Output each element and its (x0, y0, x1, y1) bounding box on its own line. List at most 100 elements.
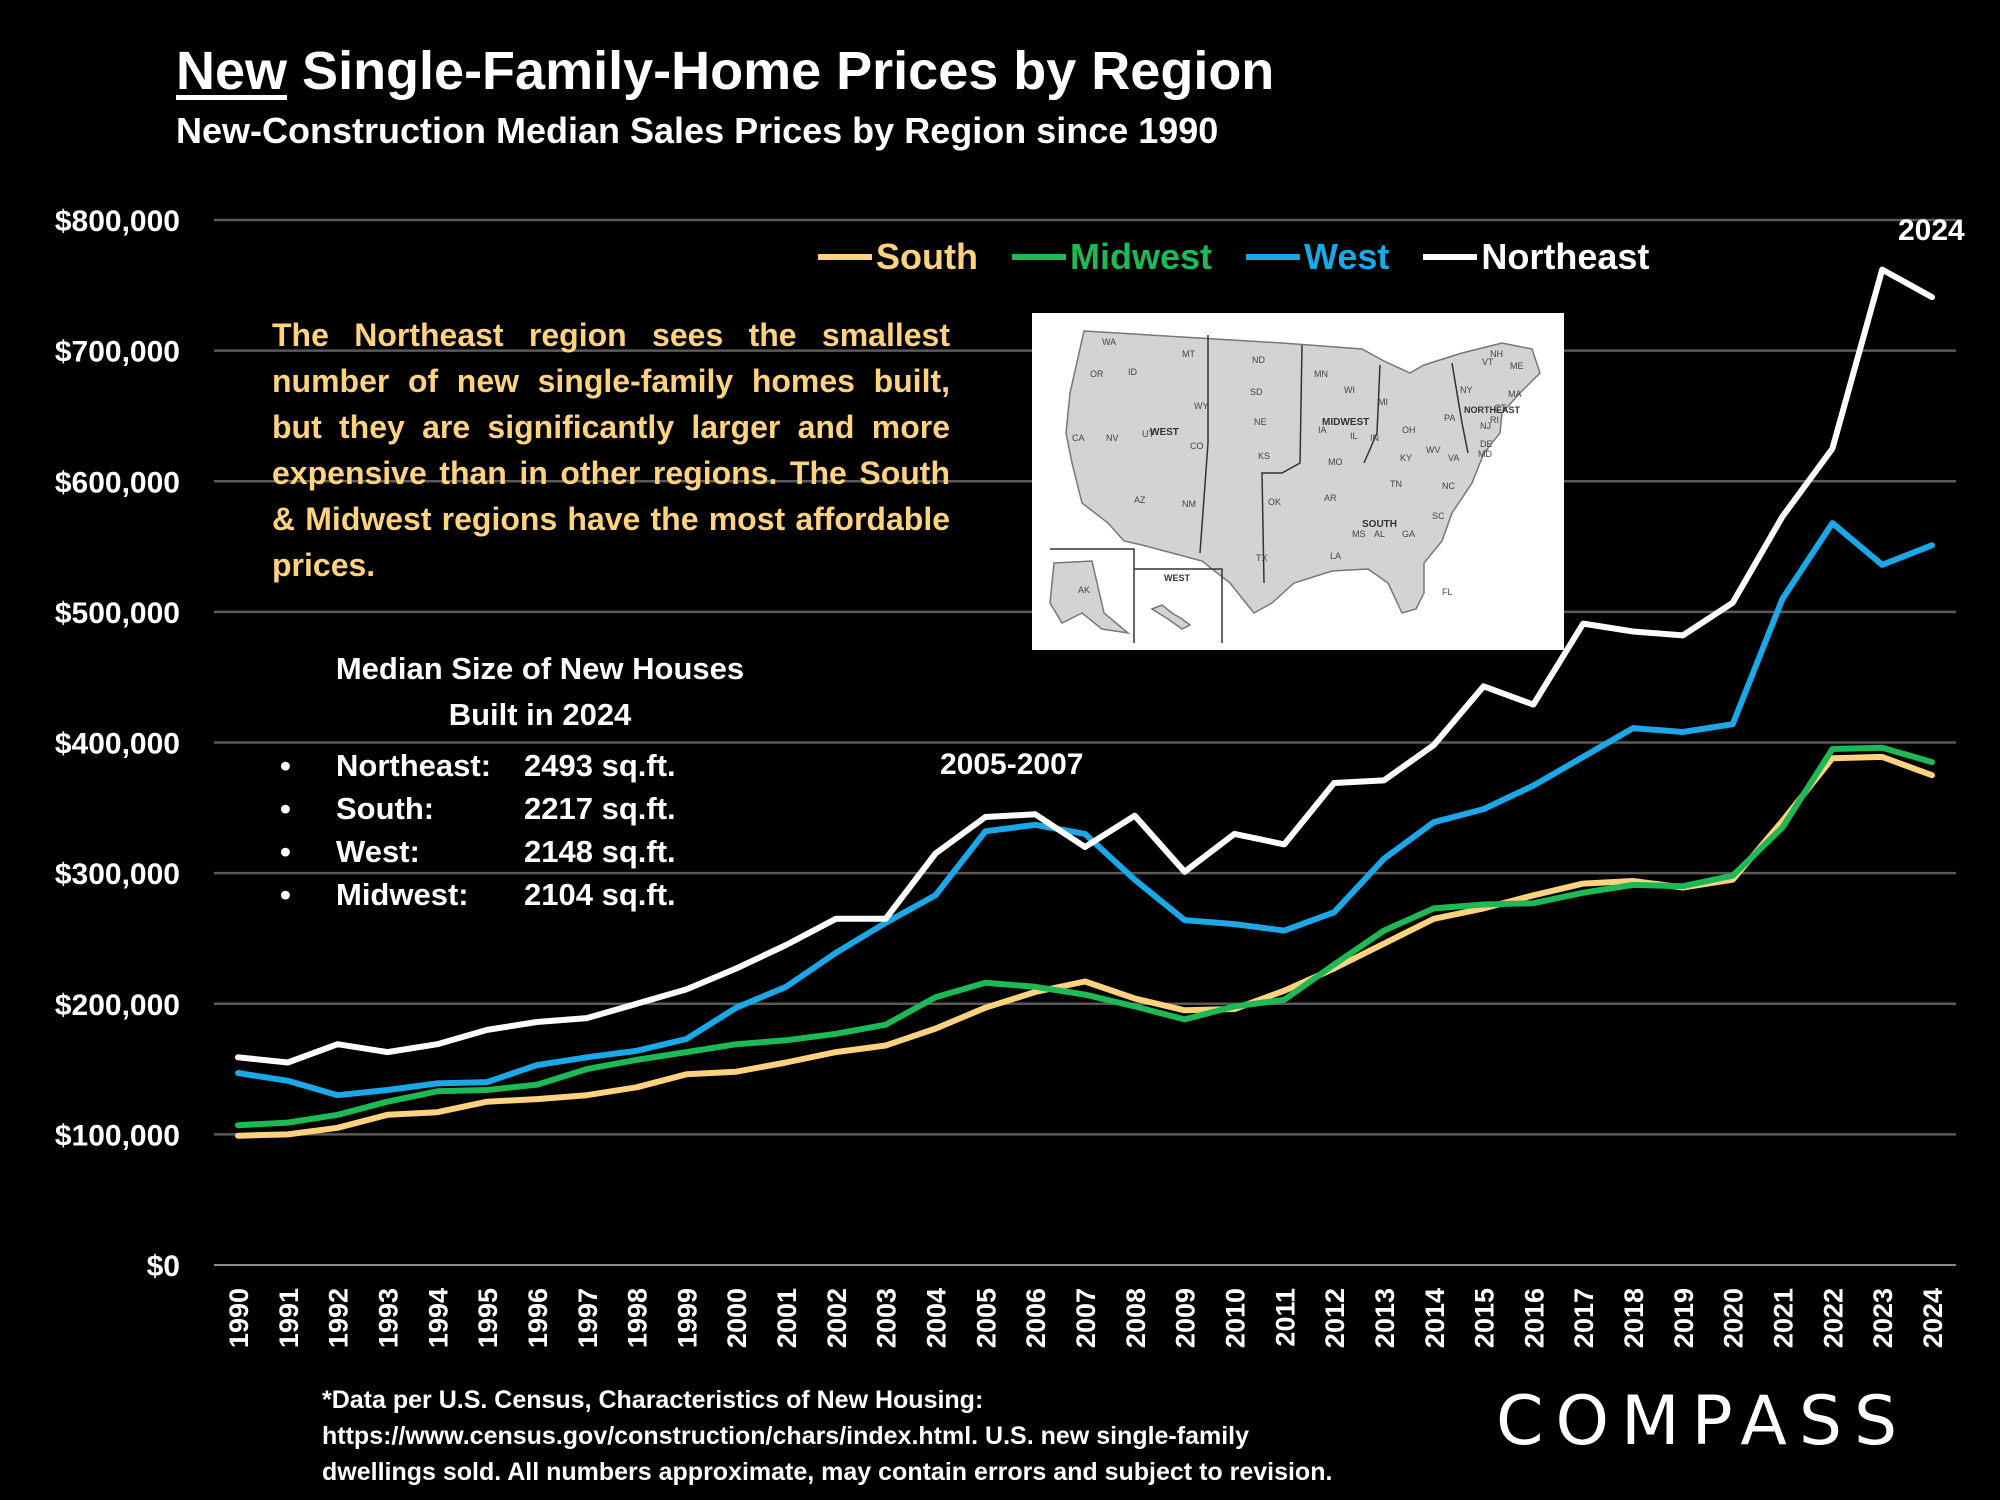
x-tick-label: 2023 (1868, 1288, 1898, 1348)
size-value: 2493 sq.ft. (524, 748, 676, 783)
x-tick-label: 2018 (1619, 1288, 1649, 1348)
series-line-midwest (235, 744, 1935, 1129)
footnote-line2: https://www.census.gov/construction/char… (322, 1422, 1250, 1450)
x-tick-label: 2021 (1769, 1288, 1799, 1348)
page-subtitle: New-Construction Median Sales Prices by … (176, 110, 1219, 151)
map-state-label: CA (1072, 433, 1085, 443)
legend-swatch-northeast (1423, 254, 1478, 260)
map-state-label: IA (1318, 425, 1327, 435)
map-state-label: OK (1268, 497, 1281, 507)
map-state-label: AR (1324, 493, 1337, 503)
y-tick-label: $200,000 (55, 989, 180, 1022)
x-tick-label: 2015 (1470, 1288, 1500, 1348)
map-state-label: OH (1402, 425, 1416, 435)
x-tick-label: 2016 (1519, 1288, 1549, 1348)
x-tick-label: 1996 (523, 1288, 553, 1348)
hawaii-inset (1150, 604, 1192, 630)
size-row-south: • South: 2217 sq.ft. (280, 787, 800, 830)
legend-label-northeast: Northeast (1481, 236, 1650, 277)
bullet: • (280, 877, 291, 912)
page-title-rest: Single-Family-Home Prices by Region (287, 41, 1275, 101)
end-year-annotation: 2024 (1898, 214, 1965, 247)
x-tick-label: 2014 (1420, 1288, 1450, 1348)
size-value: 2104 sq.ft. (524, 877, 676, 912)
map-label-west-inset: WEST (1164, 573, 1191, 583)
map-state-label: ND (1252, 355, 1265, 365)
x-tick-label: 1999 (672, 1288, 702, 1348)
x-tick-label: 1997 (573, 1288, 603, 1348)
map-state-label: WA (1102, 337, 1116, 347)
map-state-label: NH (1490, 349, 1503, 359)
bullet: • (280, 791, 291, 826)
legend-swatch-west (1246, 254, 1300, 260)
size-value: 2217 sq.ft. (524, 791, 676, 826)
map-state-label: CT (1494, 403, 1506, 413)
x-tick-label: 2010 (1220, 1288, 1250, 1348)
y-axis-tick-labels: $0 $100,000 $200,000 $300,000 $400,000 $500,0… (55, 205, 180, 1283)
size-region: South: (336, 791, 435, 826)
legend-item-west: West (1246, 236, 1389, 278)
x-tick-label: 1991 (274, 1288, 304, 1348)
map-state-label: NY (1460, 385, 1473, 395)
map-state-label: WI (1344, 385, 1355, 395)
page-title: New Single-Family-Home Prices by Region (176, 40, 1274, 102)
map-label-south: SOUTH (1362, 519, 1397, 530)
median-size-box: Median Size of New Houses Built in 2024 … (280, 646, 800, 916)
footnote-line3: dwellings sold. All numbers approximate,… (322, 1458, 1333, 1486)
map-state-label: ID (1128, 367, 1138, 377)
x-tick-label: 1994 (423, 1288, 453, 1348)
map-state-label: OR (1090, 369, 1104, 379)
x-tick-label: 2017 (1569, 1288, 1599, 1348)
legend-label-south: South (876, 236, 978, 277)
map-state-label: KY (1400, 453, 1412, 463)
map-state-label: VA (1448, 453, 1459, 463)
x-tick-label: 2020 (1719, 1288, 1749, 1348)
x-tick-label: 2004 (922, 1288, 952, 1348)
map-label-midwest: MIDWEST (1322, 417, 1369, 428)
x-tick-label: 1990 (224, 1288, 254, 1348)
map-state-label: MO (1328, 457, 1343, 467)
x-tick-label: 2007 (1071, 1288, 1101, 1348)
map-state-label: KS (1258, 451, 1270, 461)
x-tick-label: 2011 (1270, 1288, 1300, 1347)
map-state-label: UT (1142, 429, 1154, 439)
chart-legend: South Midwest West Northeast (818, 236, 1649, 278)
map-state-label: WV (1426, 445, 1441, 455)
x-tick-label: 2005 (971, 1288, 1001, 1348)
us-region-map: WA OR ID MT WY CA NV UT CO AZ NM ND SD NE KS MN IA MO WI IL… (1032, 313, 1564, 650)
x-tick-label: 1993 (373, 1288, 403, 1348)
map-state-label: AZ (1134, 495, 1146, 505)
map-state-label: NJ (1480, 421, 1491, 431)
map-state-label: NV (1106, 433, 1119, 443)
legend-swatch-south (818, 254, 872, 260)
peak-annotation: 2005-2007 (940, 748, 1084, 781)
x-tick-label: 2012 (1320, 1288, 1350, 1348)
map-state-label: PA (1444, 413, 1455, 423)
legend-item-south: South (818, 236, 978, 278)
series-lines (235, 266, 1935, 1139)
legend-item-northeast: Northeast (1423, 236, 1649, 278)
bullet: • (280, 834, 291, 869)
map-state-label: CO (1190, 441, 1204, 451)
x-tick-label: 2013 (1370, 1288, 1400, 1348)
legend-label-midwest: Midwest (1069, 236, 1212, 277)
map-state-label: SC (1432, 511, 1445, 521)
map-state-label: MN (1314, 369, 1328, 379)
size-value: 2148 sq.ft. (524, 834, 676, 869)
median-size-heading-line2: Built in 2024 (448, 697, 632, 732)
series-line-west (235, 520, 1935, 1099)
map-state-label: GA (1402, 529, 1415, 539)
map-state-label: IN (1370, 433, 1379, 443)
region-borders (1199, 335, 1469, 584)
legend-swatch-midwest (1011, 254, 1066, 260)
footnote-line1: *Data per U.S. Census, Characteristics o… (322, 1386, 984, 1414)
map-state-label: RI (1490, 415, 1499, 425)
x-tick-label: 1992 (324, 1288, 354, 1348)
us-map-shape (1065, 330, 1541, 614)
map-state-label: SD (1250, 387, 1263, 397)
map-state-label: NC (1442, 481, 1455, 491)
y-tick-label: $800,000 (55, 205, 180, 238)
x-tick-label: 2019 (1669, 1288, 1699, 1348)
northeast-callout: The Northeast region sees the smallest n… (272, 317, 950, 583)
map-state-label: ME (1510, 361, 1524, 371)
